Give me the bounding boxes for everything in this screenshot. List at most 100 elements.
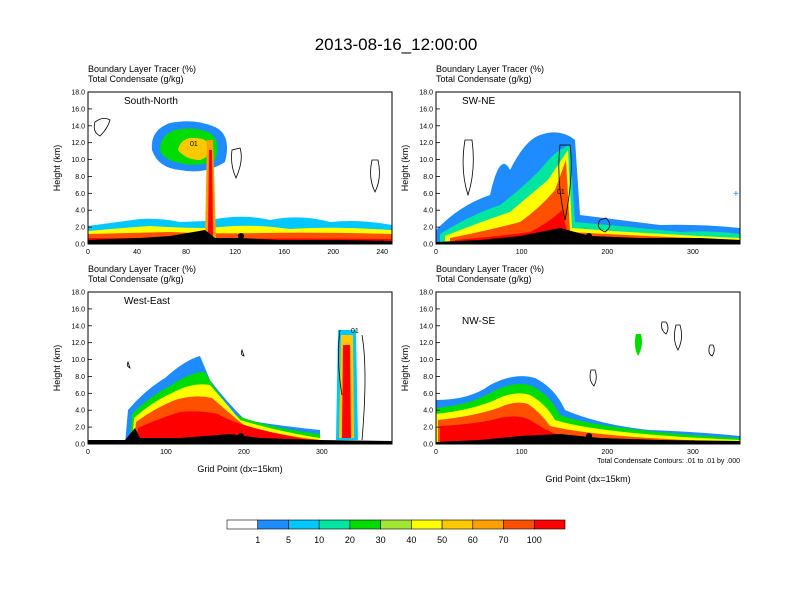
y-tick-label: 18.0 bbox=[71, 290, 85, 297]
y-tick-label: 6.0 bbox=[75, 391, 85, 398]
panel-sw-ne-yticks: 0.0 2.0 4.0 6.0 8.0 10.0 12.0 14.0 16.0 18.0 bbox=[419, 90, 440, 249]
colorbar-swatch bbox=[318, 519, 351, 530]
panel-sw-ne-plus-marker: + bbox=[733, 189, 739, 200]
panel-west-east-header-tracer: Boundary Layer Tracer (%) bbox=[88, 264, 196, 274]
panel-south-north-xticks: 0 40 80 120 160 200 240 bbox=[86, 240, 388, 256]
panel-sw-ne: Boundary Layer Tracer (%) Total Condensa… bbox=[400, 64, 741, 256]
colorbar-level-label: 20 bbox=[345, 535, 355, 545]
y-tick-label: 6.0 bbox=[423, 391, 433, 398]
y-tick-label: 16.0 bbox=[71, 106, 85, 113]
panel-west-east-xticks: 0 100 200 300 bbox=[86, 440, 328, 456]
panel-south-north-plot bbox=[88, 92, 392, 244]
y-tick-label: 10.0 bbox=[71, 357, 85, 364]
x-tick-label: 300 bbox=[316, 449, 328, 456]
panel-nw-se-ylabel: Height (km) bbox=[400, 345, 410, 392]
x-tick-label: 40 bbox=[133, 249, 141, 256]
x-tick-label: 160 bbox=[278, 249, 290, 256]
panel-nw-se: Boundary Layer Tracer (%) Total Condensa… bbox=[400, 264, 741, 484]
y-tick-label: 16.0 bbox=[71, 306, 85, 313]
colorbar-level-label: 50 bbox=[437, 535, 447, 545]
panel-south-north-contour-label: 01 bbox=[190, 141, 198, 148]
x-tick-label: 0 bbox=[86, 249, 90, 256]
y-tick-label: 12.0 bbox=[71, 340, 85, 347]
y-tick-label: 18.0 bbox=[419, 290, 433, 297]
y-tick-label: 12.0 bbox=[419, 340, 433, 347]
y-tick-label: 4.0 bbox=[423, 208, 433, 215]
panel-west-east-ylabel: Height (km) bbox=[52, 345, 62, 392]
y-tick-label: 14.0 bbox=[419, 123, 433, 130]
x-tick-label: 0 bbox=[434, 449, 438, 456]
panel-west-east-plot bbox=[88, 292, 392, 444]
x-tick-label: 100 bbox=[516, 449, 528, 456]
panel-sw-ne-label: SW-NE bbox=[462, 96, 495, 107]
panel-west-east: Boundary Layer Tracer (%) Total Condensa… bbox=[52, 264, 393, 474]
y-tick-label: 0.0 bbox=[75, 242, 85, 249]
panel-west-east-xlabel: Grid Point (dx=15km) bbox=[197, 464, 282, 474]
y-tick-label: 6.0 bbox=[75, 191, 85, 198]
colorbar-swatch bbox=[349, 519, 381, 530]
y-tick-label: 8.0 bbox=[75, 374, 85, 381]
x-tick-label: 80 bbox=[182, 249, 190, 256]
y-tick-label: 16.0 bbox=[419, 306, 433, 313]
panel-nw-se-header-condensate: Total Condensate (g/kg) bbox=[436, 274, 532, 284]
panel-west-east-contour-label: 01 bbox=[351, 328, 359, 335]
y-tick-label: 0.0 bbox=[423, 242, 433, 249]
x-tick-label: 300 bbox=[687, 449, 699, 456]
panel-south-north-header-tracer: Boundary Layer Tracer (%) bbox=[88, 64, 196, 74]
x-tick-label: 200 bbox=[238, 449, 250, 456]
x-tick-label: 120 bbox=[229, 249, 241, 256]
colorbar-swatch bbox=[226, 519, 259, 530]
y-tick-label: 8.0 bbox=[423, 374, 433, 381]
panel-sw-ne-plot: + bbox=[436, 92, 740, 244]
panel-sw-ne-contour-label: 01 bbox=[557, 189, 565, 196]
panel-south-north-header-condensate: Total Condensate (g/kg) bbox=[88, 74, 184, 84]
y-tick-label: 4.0 bbox=[75, 408, 85, 415]
panel-west-east-label: West-East bbox=[124, 296, 170, 307]
panel-south-north: Boundary Layer Tracer (%) Total Condensa… bbox=[52, 64, 393, 256]
panel-west-east-header-condensate: Total Condensate (g/kg) bbox=[88, 274, 184, 284]
y-tick-label: 10.0 bbox=[419, 157, 433, 164]
colorbar-swatch bbox=[472, 519, 504, 530]
colorbar-level-label: 10 bbox=[314, 535, 324, 545]
colorbar-swatch bbox=[441, 519, 474, 530]
colorbar-swatch bbox=[380, 519, 412, 530]
y-tick-label: 8.0 bbox=[423, 174, 433, 181]
panel-sw-ne-ylabel: Height (km) bbox=[400, 145, 410, 192]
colorbar-swatch bbox=[503, 519, 535, 530]
y-tick-label: 16.0 bbox=[419, 106, 433, 113]
panel-sw-ne-xticks: 0 100 200 300 bbox=[434, 240, 699, 256]
y-tick-label: 12.0 bbox=[419, 140, 433, 147]
colorbar-swatch bbox=[411, 519, 443, 530]
y-tick-label: 4.0 bbox=[75, 208, 85, 215]
x-tick-label: 300 bbox=[687, 249, 699, 256]
panel-south-north-label: South-North bbox=[124, 96, 178, 107]
x-tick-label: 100 bbox=[516, 249, 528, 256]
y-tick-label: 12.0 bbox=[71, 140, 85, 147]
y-tick-label: 0.0 bbox=[423, 442, 433, 449]
colorbar-level-label: 5 bbox=[286, 535, 291, 545]
y-tick-label: 14.0 bbox=[71, 323, 85, 330]
x-tick-label: 200 bbox=[601, 449, 613, 456]
colorbar-level-label: 70 bbox=[499, 535, 509, 545]
y-tick-label: 10.0 bbox=[71, 157, 85, 164]
y-tick-label: 2.0 bbox=[423, 225, 433, 232]
colorbar: 1 5 10 20 30 40 50 60 70 100 bbox=[226, 519, 566, 545]
colorbar-swatch bbox=[288, 519, 320, 530]
y-tick-label: 4.0 bbox=[423, 408, 433, 415]
panel-nw-se-plot bbox=[436, 292, 740, 444]
y-tick-label: 18.0 bbox=[419, 90, 433, 97]
y-tick-label: 14.0 bbox=[71, 123, 85, 130]
colorbar-level-label: 30 bbox=[376, 535, 386, 545]
colorbar-level-label: 100 bbox=[527, 535, 542, 545]
colorbar-swatch bbox=[533, 519, 566, 530]
x-tick-label: 0 bbox=[86, 449, 90, 456]
panel-sw-ne-header-tracer: Boundary Layer Tracer (%) bbox=[436, 64, 544, 74]
x-tick-label: 100 bbox=[160, 449, 172, 456]
y-tick-label: 14.0 bbox=[419, 323, 433, 330]
y-tick-label: 6.0 bbox=[423, 191, 433, 198]
panel-nw-se-xticks: 0 100 200 300 bbox=[434, 440, 699, 456]
colorbar-level-label: 1 bbox=[255, 535, 260, 545]
panel-west-east-yticks: 0.0 2.0 4.0 6.0 8.0 10.0 12.0 14.0 16.0 18.0 bbox=[71, 290, 92, 449]
panel-south-north-ylabel: Height (km) bbox=[52, 145, 62, 192]
